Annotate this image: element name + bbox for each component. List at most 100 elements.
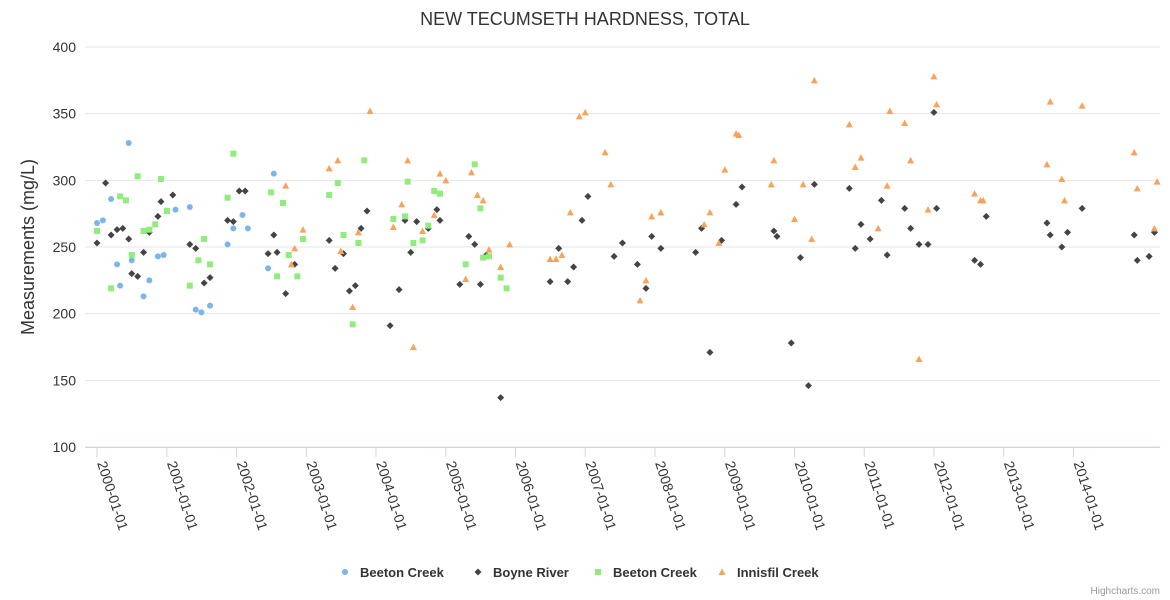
legend: Beeton Creek Boyne River Beeton Creek Innis… [342,565,819,580]
data-point [146,226,153,233]
data-point [471,161,478,168]
legend-item[interactable]: Beeton Creek [342,565,445,580]
data-point [94,220,100,226]
data-point [570,263,578,271]
data-point [140,248,148,256]
series-2 [94,150,510,328]
data-point [125,140,132,146]
data-point [857,220,865,228]
data-point [486,253,493,260]
data-point [886,107,894,114]
data-point [299,226,307,233]
data-point [471,240,479,248]
data-point [140,228,147,234]
data-point [633,260,641,268]
legend-label: Boyne River [493,565,569,580]
x-tick-label: 2014-01-01 [1071,459,1108,532]
data-point [497,274,504,281]
data-point [93,239,101,247]
data-point [413,218,421,226]
legend-item[interactable]: Boyne River [474,565,569,580]
data-point [108,285,115,292]
data-point [282,182,290,189]
data-point [108,196,115,202]
data-point [395,286,403,294]
data-point [119,224,127,232]
data-point [473,191,481,198]
data-point [152,221,159,228]
data-point [354,228,362,236]
data-point [552,255,560,262]
legend-item[interactable]: Innisfil Creek [718,565,820,580]
data-point [235,187,243,195]
data-point [268,189,275,196]
data-point [331,264,339,272]
data-point [436,216,444,224]
data-point [224,241,231,248]
data-point [206,274,214,282]
data-point [845,184,853,192]
chart-title: NEW TECUMSETH HARDNESS, TOTAL [420,9,750,29]
data-point [971,190,979,197]
data-point [1043,160,1051,168]
data-point [274,273,281,280]
x-tick-label: 2001-01-01 [164,459,201,532]
data-point [555,244,563,252]
series-3 [282,72,1161,362]
data-point [337,247,345,254]
data-point [357,224,365,232]
data-point [349,321,356,328]
data-point [433,206,441,214]
data-point [361,157,368,164]
x-axis: 2000-01-01 2001-01-01 2002-01-01 2003-01-01… [85,447,1160,532]
data-point [462,261,469,268]
y-tick-label: 400 [53,39,77,55]
data-point [239,212,246,218]
data-point [169,191,177,199]
data-point [349,303,357,310]
data-point [134,272,142,280]
data-point [883,251,891,259]
y-tick-label: 350 [53,106,77,122]
data-point [425,222,432,229]
data-point [810,76,818,84]
data-point [117,193,124,200]
data-point [657,244,665,252]
data-point [601,148,609,156]
data-point [462,275,470,282]
data-point [773,232,781,240]
data-point [648,212,656,220]
credits[interactable]: Highcharts.com [1091,586,1160,597]
data-point [386,322,394,330]
data-point [575,112,583,120]
data-point [230,225,237,232]
data-point [933,204,941,212]
data-point [157,176,164,182]
legend-label: Innisfil Creek [737,565,819,580]
data-point [363,207,371,215]
x-tick-label: 2008-01-01 [652,459,689,532]
data-point [430,211,438,218]
data-point [804,382,812,390]
x-tick-label: 2011-01-01 [861,459,898,531]
data-point [566,208,574,216]
data-point [979,196,987,204]
x-tick-label: 2006-01-01 [513,459,550,532]
x-tick-label: 2007-01-01 [582,459,619,532]
data-point [877,196,885,204]
data-point [1145,252,1153,260]
data-point [186,240,194,248]
data-point [479,196,487,204]
data-point [404,178,411,185]
legend-item[interactable]: Beeton Creek [595,565,698,580]
data-point [140,293,147,300]
data-point [294,273,301,280]
x-tick-label: 2003-01-01 [303,459,340,532]
data-point [883,182,891,189]
data-point [915,240,923,248]
data-point [851,163,859,170]
data-point [390,216,397,222]
y-axis-ticks: 100 150 200 250 300 350 400 [53,39,77,455]
data-point [134,173,141,180]
data-point [578,216,586,224]
